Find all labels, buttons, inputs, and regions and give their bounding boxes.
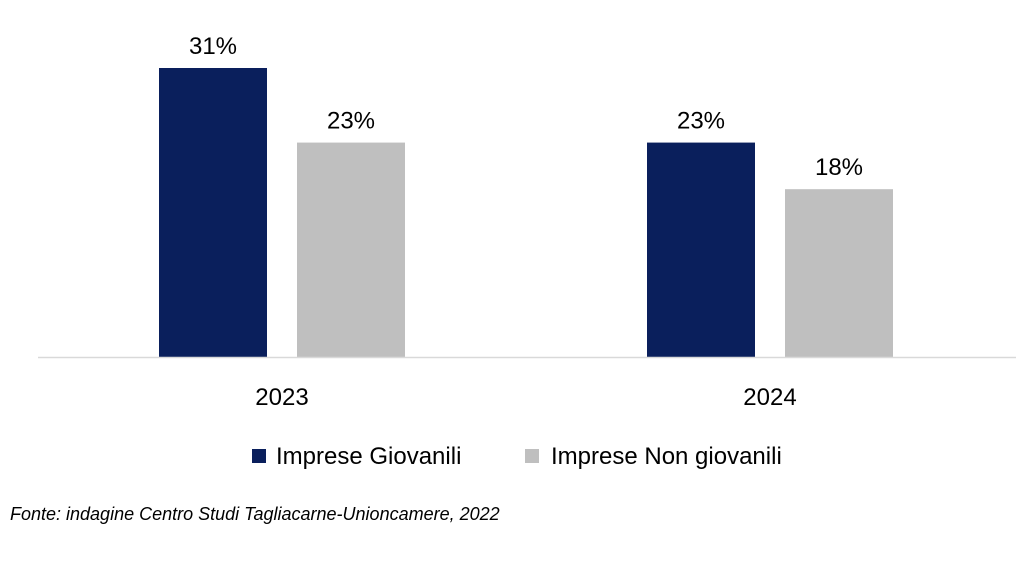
legend-label-1: Imprese Non giovanili — [551, 443, 782, 470]
data-label-2024-series-0: 23% — [677, 108, 725, 135]
legend-swatch-0 — [252, 449, 266, 463]
data-label-2023-series-0: 31% — [189, 33, 237, 60]
data-label-2023-series-1: 23% — [327, 108, 375, 135]
legend-label-0: Imprese Giovanili — [276, 443, 461, 470]
x-tick-label-2024: 2024 — [743, 384, 796, 411]
x-tick-label-2023: 2023 — [255, 384, 308, 411]
x-axis-tick-labels: 2023 2024 — [255, 384, 796, 411]
data-label-2024-series-1: 18% — [815, 154, 863, 181]
legend: Imprese Giovanili Imprese Non giovanili — [252, 443, 782, 470]
legend-swatch-1 — [525, 449, 539, 463]
source-note: Fonte: indagine Centro Studi Tagliacarne… — [10, 504, 500, 524]
bar-2023-series-0 — [159, 68, 267, 357]
plot-area: 31% 23% 23% 18% — [159, 33, 893, 357]
bar-2024-series-1 — [785, 189, 893, 357]
bar-2024-series-0 — [647, 142, 755, 357]
bar-2023-series-1 — [297, 142, 405, 357]
